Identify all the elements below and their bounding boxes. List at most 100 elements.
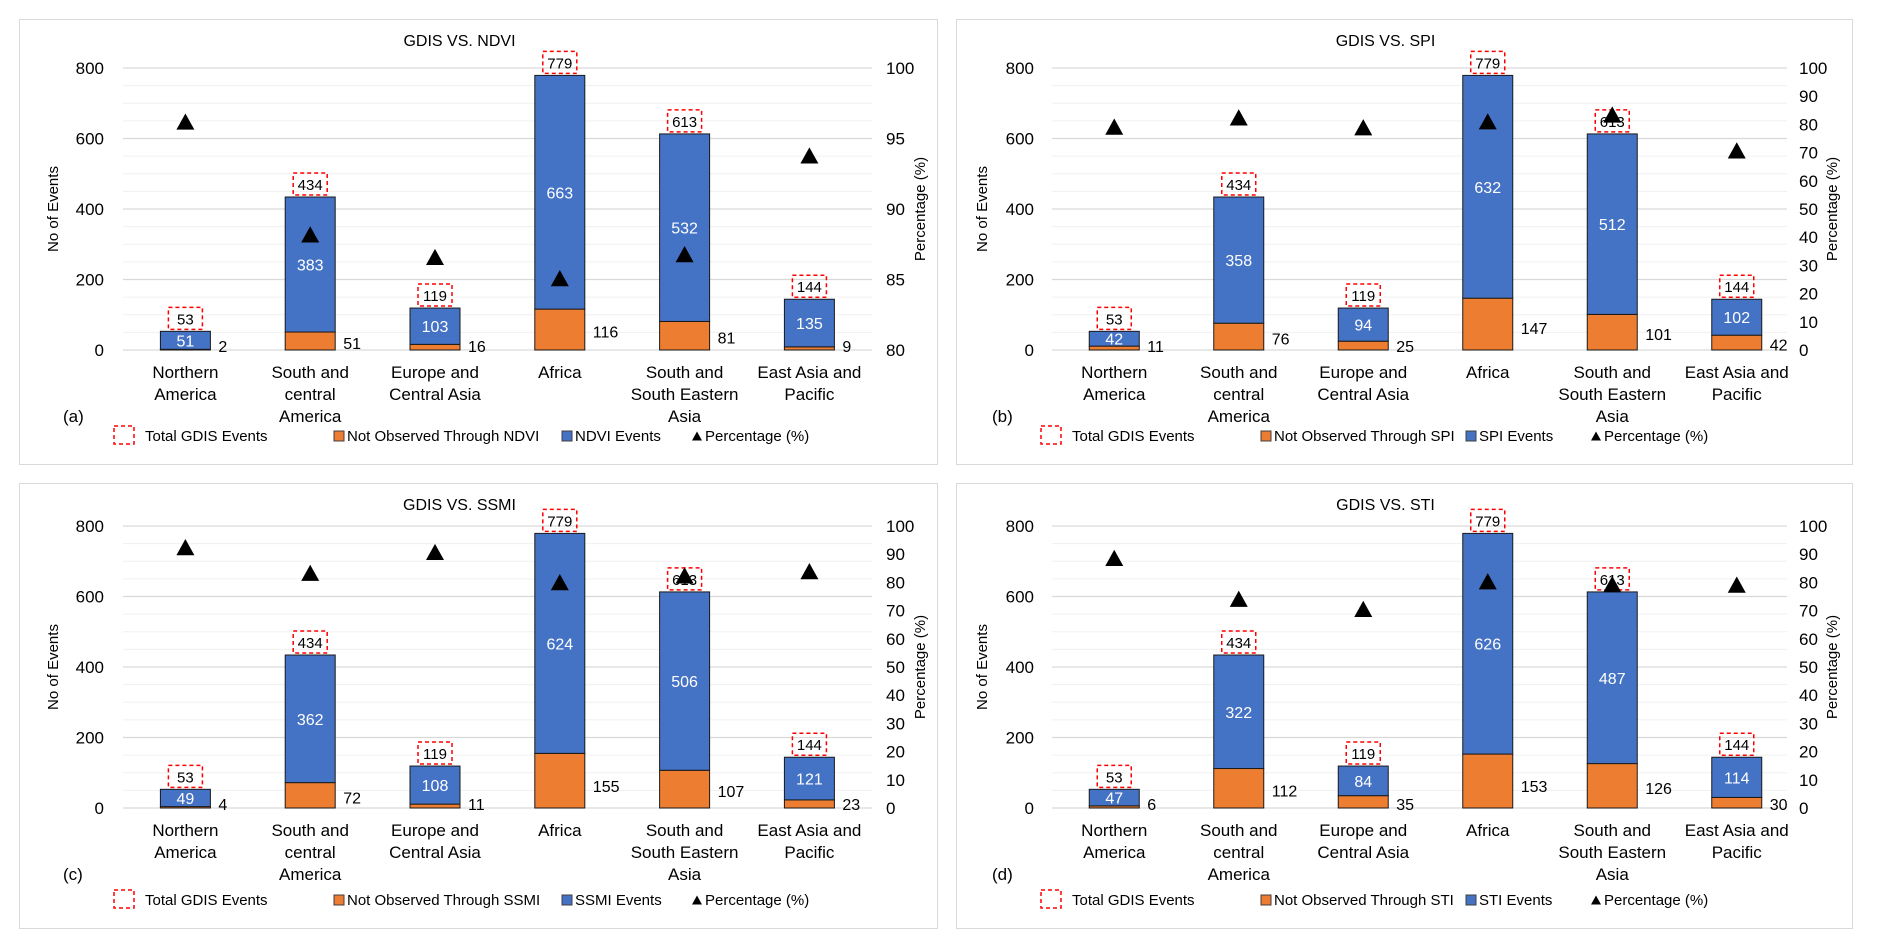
bar-not-observed-label: 51	[343, 336, 361, 353]
y-tick-label: 800	[76, 59, 104, 78]
legend-not-observed-swatch	[1260, 894, 1272, 906]
y2-tick-label: 100	[1799, 517, 1827, 536]
total-events-box	[417, 741, 453, 765]
bars: 51 2 53 383 51 434 103 16 119 663 116 779 532 81 613 13…	[159, 50, 851, 356]
percentage-marker	[426, 248, 444, 266]
bar-not-observed	[1337, 795, 1389, 809]
bar-not-observed-label: 81	[718, 331, 736, 348]
x-tick-label: Africa	[538, 363, 582, 382]
legend-label: Not Observed Through NDVI	[347, 428, 539, 445]
y-tick-label: 800	[76, 517, 104, 536]
total-events-box	[167, 764, 204, 789]
x-tick-label: East Asia and Pacific	[1685, 821, 1789, 862]
y2-tick-label: 30	[1799, 714, 1818, 733]
y-tick-label: 0	[95, 799, 104, 818]
bar-not-observed-label: 11	[1147, 339, 1164, 356]
bar-not-observed-label: 112	[1272, 783, 1298, 800]
legend-observed-swatch	[1465, 894, 1477, 906]
y-axis-title: No of Events	[974, 624, 991, 710]
total-events-box	[292, 630, 328, 654]
y2-tick-label: 0	[1799, 341, 1808, 360]
y2-axis-title: Percentage (%)	[1824, 615, 1841, 719]
y-axis-title: No of Events	[45, 624, 62, 710]
bar-observed	[1337, 307, 1389, 342]
bar-observed	[1462, 532, 1514, 755]
total-events-label: 144	[1724, 279, 1749, 296]
bar-not-observed-label: 155	[593, 779, 620, 796]
x-axis: Northern America South and central America Eu…	[1081, 363, 1789, 426]
bar-observed-label: 506	[671, 674, 698, 691]
bar-not-observed	[1337, 340, 1389, 351]
y-axis-left: 0 200 400 600 800 No of Events	[974, 517, 1034, 818]
chart-panel-ndvi: GDIS VS. NDVI 0 200 400 600 800 No of Events 80…	[19, 19, 938, 465]
bar-not-observed-label: 107	[718, 784, 745, 801]
bar-not-observed-label: 72	[343, 790, 361, 807]
bar-not-observed-label: 11	[468, 797, 485, 814]
x-tick-label: Europe and Central Asia	[389, 363, 481, 404]
legend-total-swatch	[1040, 889, 1062, 909]
x-tick-label: Europe and Central Asia	[1317, 363, 1409, 404]
legend-observed-swatch	[561, 430, 573, 442]
bar-observed-label: 49	[177, 791, 195, 808]
total-events-box	[791, 274, 828, 298]
total-events-label: 119	[1351, 288, 1375, 305]
y2-tick-label: 80	[886, 573, 905, 592]
legend-not-observed-swatch	[1260, 430, 1272, 442]
x-tick-label: East Asia and Pacific	[757, 363, 861, 404]
bar-observed	[1213, 654, 1265, 770]
total-events-box	[292, 172, 328, 196]
y-tick-label: 400	[1006, 200, 1034, 219]
x-tick-label: Africa	[1466, 363, 1510, 382]
x-tick-label: Northern America	[152, 363, 218, 404]
bar-observed	[1711, 298, 1763, 336]
y2-tick-label: 95	[886, 130, 905, 149]
legend-total-swatch	[113, 425, 135, 445]
y-axis-left: 0 200 400 600 800 No of Events	[45, 59, 104, 360]
bar-observed-label: 51	[177, 333, 195, 350]
total-events-box	[1096, 306, 1132, 331]
y-tick-label: 200	[76, 271, 104, 290]
bar-not-observed	[1586, 763, 1638, 809]
x-axis: Northern America South and central America Eu…	[1081, 821, 1789, 884]
y-axis-left: 0 200 400 600 800 No of Events	[45, 517, 104, 818]
bar-observed-label: 47	[1105, 791, 1123, 808]
bar-observed	[783, 298, 835, 348]
legend-label: Not Observed Through SSMI	[347, 892, 540, 909]
chart-svg: GDIS VS. NDVI 0 200 400 600 800 No of Events 80…	[45, 33, 929, 445]
bar-observed	[284, 196, 336, 333]
y-axis-right: 80 85 90 95 100 Percentage (%)	[886, 59, 929, 360]
y2-tick-label: 90	[1799, 545, 1818, 564]
bar-observed	[1462, 74, 1514, 299]
y2-tick-label: 70	[886, 602, 905, 621]
y2-tick-label: 100	[1799, 59, 1827, 78]
legend-label: Percentage (%)	[705, 428, 809, 445]
bar-observed	[1088, 788, 1140, 807]
y2-tick-label: 30	[1799, 256, 1818, 275]
bar-observed	[409, 765, 461, 805]
legend-label: SPI Events	[1479, 428, 1553, 445]
total-events-label: 119	[1351, 746, 1375, 763]
percentage-marker	[1478, 113, 1497, 130]
total-events-label: 144	[797, 279, 822, 296]
bar-observed-label: 103	[422, 319, 449, 336]
y2-tick-label: 70	[1799, 144, 1818, 163]
x-tick-label: Northern America	[1081, 363, 1147, 404]
percentage-marker	[1105, 118, 1124, 135]
panel-label: (a)	[63, 407, 84, 426]
total-events-box	[542, 50, 578, 75]
legend-label: Total GDIS Events	[1072, 892, 1195, 909]
bars: 4211533587643494251196321477795121016131…	[1088, 50, 1788, 356]
y-axis-right: 0 10 20 30 40 50 60 70 80 90 100 Percentage (%)	[886, 517, 929, 818]
legend-observed-swatch	[561, 894, 573, 906]
percentage-marker	[1354, 119, 1373, 136]
bar-not-observed	[1462, 297, 1514, 351]
percentage-marker	[176, 113, 195, 130]
x-tick-label: South and central America	[1200, 821, 1278, 884]
bar-not-observed	[409, 803, 461, 809]
legend-total-swatch	[1040, 425, 1062, 445]
legend: Total GDIS Events Not Observed Through ST…	[1040, 889, 1708, 909]
percentage-marker	[1727, 142, 1746, 159]
y-axis-right: 0 10 20 30 40 50 60 70 80 90 100 Percentage (%)	[1799, 517, 1841, 818]
total-events-box	[1719, 274, 1755, 298]
bar-not-observed-label: 6	[1147, 797, 1156, 814]
